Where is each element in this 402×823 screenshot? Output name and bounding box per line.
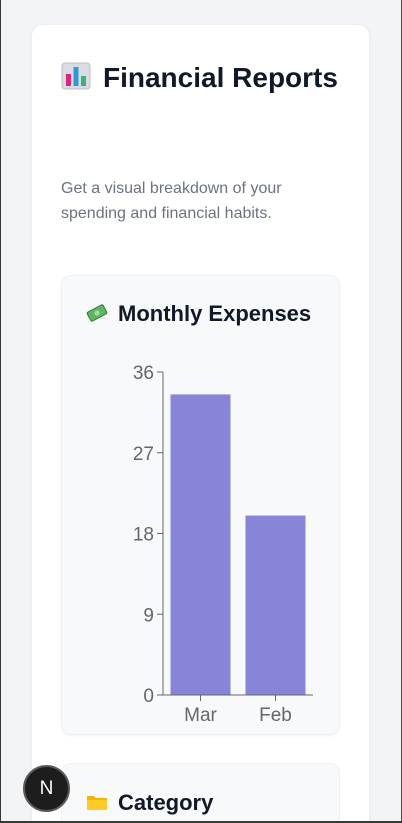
x-tick-label: Feb [259,705,292,726]
y-tick-label: 36 [133,363,154,384]
y-tick-label: 18 [133,525,154,546]
next-dev-badge[interactable]: N [23,765,70,812]
section-title-text: Category [118,790,214,815]
bar-chart-icon [61,62,91,90]
category-card: Category [61,763,340,823]
monthly-expenses-title: Monthly Expenses [86,301,311,327]
monthly-expenses-card: Monthly Expenses Mar Feb 0 9 18 27 36 [61,275,340,735]
category-title: Category [86,790,213,816]
page-title-text: Financial Reports [103,62,338,93]
y-tick-label: 27 [133,444,154,465]
money-with-wings-icon [86,304,108,322]
bar-feb [245,515,306,695]
page-title: Financial Reports [61,57,351,98]
page-subtitle: Get a visual breakdown of your spending … [61,180,282,222]
y-tick-label: 0 [143,686,154,707]
window-left-edge [0,0,1,823]
window-bottom-edge [0,821,402,823]
section-title-text: Monthly Expenses [118,301,312,326]
y-tick-label: 9 [143,605,154,626]
x-tick-label: Mar [184,705,217,726]
monthly-expenses-chart: Mar Feb 0 9 18 27 36 [133,363,313,726]
folder-icon [87,796,107,810]
reports-card: Financial Reports Get a visual breakdown… [31,24,370,823]
bar-mar [170,394,231,695]
